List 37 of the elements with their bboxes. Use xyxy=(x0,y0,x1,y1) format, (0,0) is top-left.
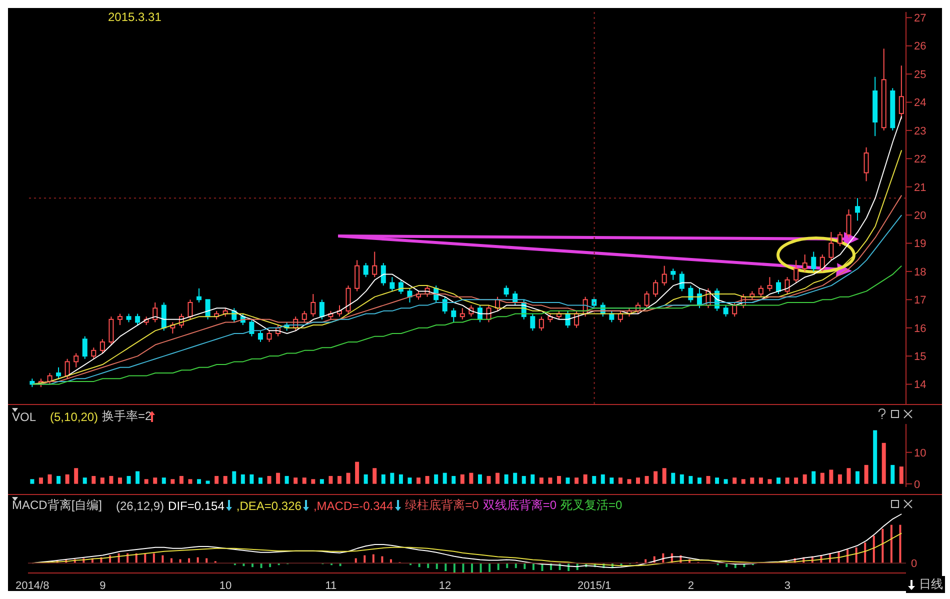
text: 换手率=2 xyxy=(102,409,152,423)
y-tick-label: 21 xyxy=(914,182,926,194)
chart-subtitle: (26,12,9) xyxy=(116,498,164,512)
x-tick-label: 2 xyxy=(688,580,694,592)
y-tick-label: 0 xyxy=(914,478,920,491)
text: ,MACD=-0.344 xyxy=(313,498,394,512)
text: DIF=0.154 xyxy=(168,498,224,512)
x-tick-label: 12 xyxy=(438,580,452,592)
y-tick-label: 19 xyxy=(914,238,926,250)
y-tick-label: 18 xyxy=(914,266,926,278)
y-tick-label: 25 xyxy=(914,68,926,81)
chart-subtitle: (5,10,20) xyxy=(50,410,98,424)
y-tick-label: 26 xyxy=(914,40,926,53)
x-tick-label: 11 xyxy=(325,580,337,592)
text: 绿柱底背离=0 xyxy=(405,498,479,512)
y-tick-label: 24 xyxy=(914,97,926,110)
text: 日线 xyxy=(919,576,943,593)
x-tick-label: 3 xyxy=(784,580,791,592)
text: ,DEA=0.326 xyxy=(236,498,302,512)
x-tick-label: 2015/1 xyxy=(577,580,612,592)
x-tick-label: 10 xyxy=(219,580,232,592)
chart-title: MACD背离[自编] xyxy=(12,497,102,514)
y-tick-label: 10 xyxy=(914,447,926,460)
y-tick-label: 27 xyxy=(914,12,926,25)
y-tick-label: 23 xyxy=(914,125,926,138)
text: 双线底背离=0 xyxy=(482,498,557,512)
chart-title: 2015.3.31 xyxy=(108,10,162,24)
x-tick-label: 9 xyxy=(100,580,106,592)
chart-title: VOL xyxy=(12,410,36,424)
y-tick-label: 17 xyxy=(914,294,926,307)
text: 死叉复活=0 xyxy=(560,498,622,512)
y-tick-label: 16 xyxy=(914,322,926,335)
y-tick-label: 22 xyxy=(914,154,926,166)
y-tick-label: 14 xyxy=(914,379,926,392)
x-tick-label: 2014/8 xyxy=(16,580,50,592)
y-tick-label: 20 xyxy=(914,210,926,222)
y-tick-label: 15 xyxy=(914,350,926,363)
